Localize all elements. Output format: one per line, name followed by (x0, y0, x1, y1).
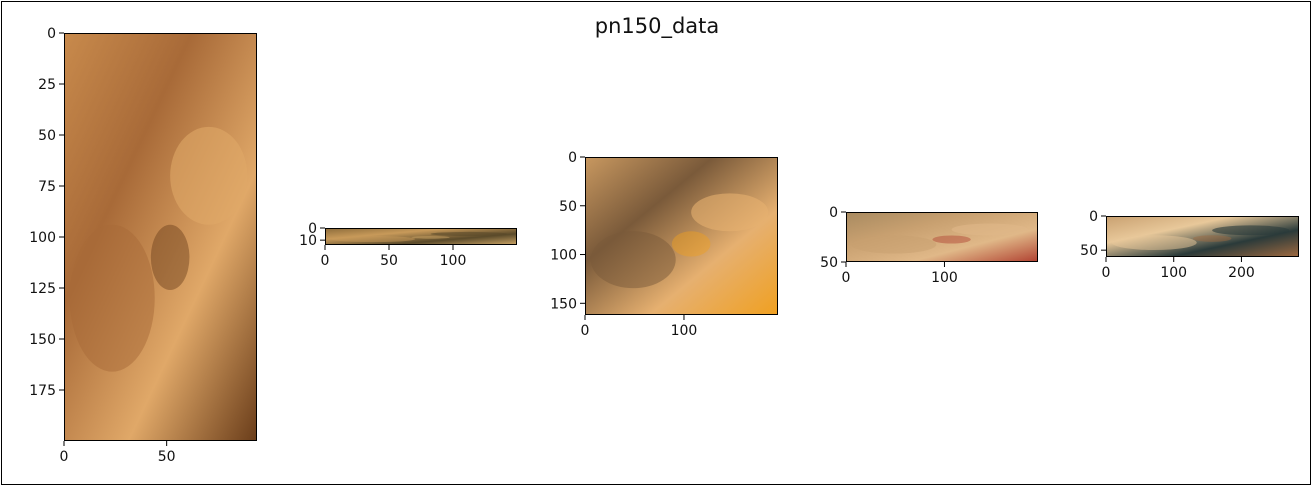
axes-frame (325, 228, 517, 245)
x-tick-label: 0 (60, 449, 69, 465)
x-tick-label: 0 (321, 253, 330, 269)
y-tick-label: 50 (1080, 243, 1098, 259)
figure-title: pn150_data (594, 14, 720, 38)
subplot-3: 0 100 0 50 100 150 (550, 150, 778, 339)
axes-frame (846, 212, 1038, 262)
y-tick-label: 0 (47, 26, 56, 42)
cat-strip-image (325, 228, 517, 245)
cat-face-image (585, 157, 778, 315)
axes-frame (64, 33, 257, 441)
x-tick-label: 100 (671, 323, 698, 339)
subplot-2: 0 50 100 010 (299, 221, 517, 269)
y-tick-label: 50 (38, 128, 56, 144)
x-tick-label: 0 (842, 270, 851, 286)
x-tick-label: 100 (931, 270, 958, 286)
x-tick-label: 100 (440, 253, 467, 269)
axes-frame (1106, 216, 1299, 257)
x-tick-label: 50 (158, 449, 176, 465)
y-tick-label: 75 (38, 179, 56, 195)
y-tick-label: 10 (299, 233, 317, 249)
cat-lying-image (846, 212, 1038, 262)
x-tick-label: 0 (581, 323, 590, 339)
y-tick-label: 175 (29, 383, 56, 399)
x-tick-label: 0 (1102, 265, 1111, 281)
y-tick-label: 0 (568, 150, 577, 166)
y-tick-label: 125 (29, 281, 56, 297)
cat-eye-closeup-image (64, 33, 257, 441)
y-tick-label: 0 (308, 221, 317, 237)
y-tick-label: 25 (38, 77, 56, 93)
y-tick-label: 50 (820, 255, 838, 271)
y-tick-label: 100 (29, 230, 56, 246)
subplot-1: 0 50 0 25 50 75 100 125 150 175 (29, 26, 257, 465)
x-tick-label: 100 (1160, 265, 1187, 281)
axes-frame (585, 157, 778, 315)
y-tick-label: 150 (29, 332, 56, 348)
y-tick-label: 0 (829, 205, 838, 221)
y-tick-label: 0 (1089, 209, 1098, 225)
x-tick-label: 50 (380, 253, 398, 269)
cat-curled-image (1106, 216, 1299, 257)
y-tick-label: 150 (550, 296, 577, 312)
y-tick-label: 100 (550, 248, 577, 264)
x-tick-label: 200 (1228, 265, 1255, 281)
y-tick-label: 50 (559, 199, 577, 215)
